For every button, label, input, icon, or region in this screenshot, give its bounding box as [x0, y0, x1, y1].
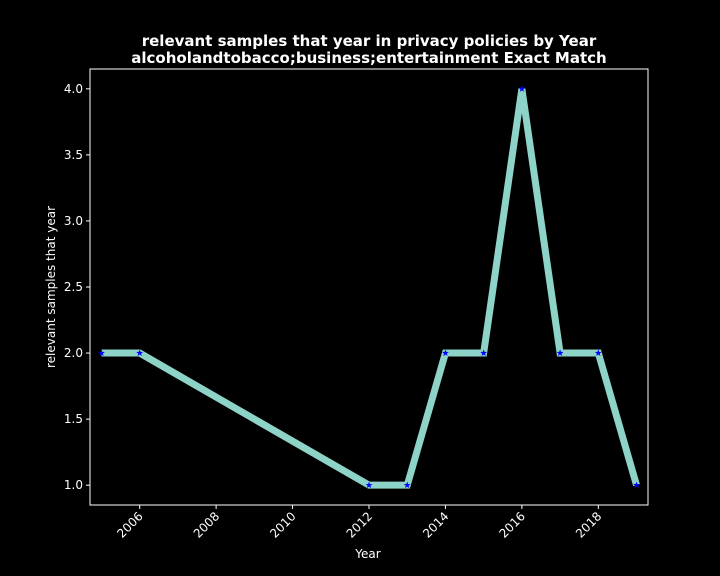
data-point-marker [136, 349, 144, 356]
x-tick-label: 2016 [496, 509, 527, 540]
y-tick-label: 3.5 [64, 148, 83, 162]
y-tick-label: 1.0 [64, 478, 83, 492]
x-tick-label: 2018 [573, 509, 604, 540]
data-point-marker [633, 481, 640, 489]
y-axis-label: relevant samples that year [44, 206, 58, 368]
data-point-marker [442, 349, 449, 356]
y-axis: 1.0 1.5 2.0 2.5 3.0 3.5 4.0 [64, 82, 90, 492]
data-point-marker [403, 481, 411, 489]
data-point-marker [480, 349, 488, 356]
y-tick-label: 2.0 [64, 346, 83, 360]
data-point-marker [518, 85, 526, 92]
y-tick-label: 3.0 [64, 214, 83, 228]
x-tick-label: 2008 [191, 509, 222, 540]
data-point-marker [98, 349, 105, 356]
x-tick-label: 2010 [267, 509, 298, 540]
data-point-marker [594, 349, 602, 356]
x-tick-label: 2012 [344, 509, 375, 540]
series-line [101, 88, 640, 489]
plot-area [89, 68, 649, 506]
x-tick-label: 2014 [420, 509, 451, 540]
series-layer [98, 85, 640, 489]
data-point-marker [556, 349, 564, 356]
y-tick-label: 4.0 [64, 82, 83, 96]
x-axis: 2006 2008 2010 2012 2014 2016 2018 [114, 505, 604, 541]
x-tick-label: 2006 [114, 509, 145, 540]
y-tick-label: 1.5 [64, 412, 83, 426]
chart-title-line2: alcoholandtobacco;business;entertainment… [131, 49, 606, 67]
x-axis-label: Year [354, 547, 380, 561]
data-point-marker [365, 481, 373, 489]
chart-title-line1: relevant samples that year in privacy po… [142, 32, 597, 50]
y-tick-label: 2.5 [64, 280, 83, 294]
